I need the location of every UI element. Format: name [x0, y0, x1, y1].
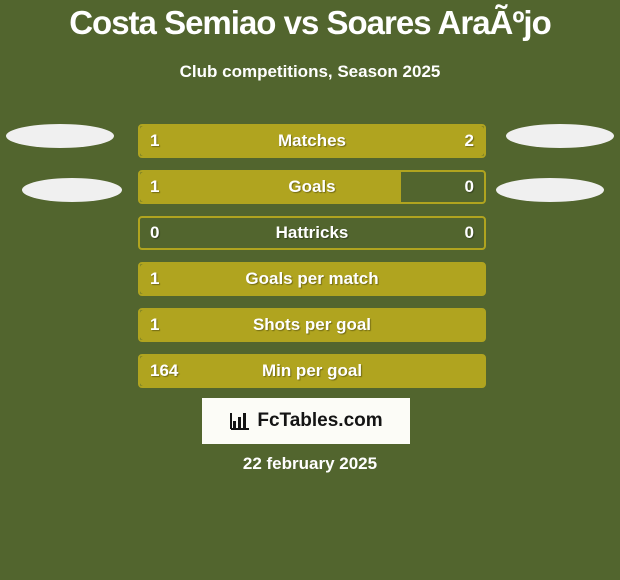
stat-value-right: 0: [465, 172, 474, 202]
page-subtitle: Club competitions, Season 2025: [0, 62, 620, 82]
stat-value-left: 1: [150, 310, 159, 340]
stat-label: Hattricks: [140, 218, 484, 248]
stat-row: Matches1 2: [138, 124, 486, 158]
stat-label: Goals per match: [140, 264, 484, 294]
stat-row: Goals1 0: [138, 170, 486, 204]
avatar-ellipse: [6, 124, 114, 148]
stat-value-left: 1: [150, 172, 159, 202]
stat-value-left: 1: [150, 126, 159, 156]
brand-box: FcTables.com: [202, 398, 410, 444]
stat-value-right: 2: [465, 126, 474, 156]
avatar-ellipse: [22, 178, 122, 202]
stat-row: Shots per goal1: [138, 308, 486, 342]
stat-value-left: 164: [150, 356, 178, 386]
brand-text: FcTables.com: [257, 410, 382, 432]
avatar-ellipse: [506, 124, 614, 148]
stat-row: Goals per match1: [138, 262, 486, 296]
page-title: Costa Semiao vs Soares AraÃºjo: [0, 4, 620, 42]
stat-row: Min per goal164: [138, 354, 486, 388]
stat-value-left: 1: [150, 264, 159, 294]
stat-value-left: 0: [150, 218, 159, 248]
stat-label: Goals: [140, 172, 484, 202]
brand-chart-icon: [229, 411, 251, 431]
avatar-ellipse: [496, 178, 604, 202]
stat-label: Min per goal: [140, 356, 484, 386]
stat-label: Shots per goal: [140, 310, 484, 340]
stat-value-right: 0: [465, 218, 474, 248]
stat-row: Hattricks0 0: [138, 216, 486, 250]
stat-label: Matches: [140, 126, 484, 156]
page-root: Costa Semiao vs Soares AraÃºjo Club comp…: [0, 0, 620, 580]
footer-date: 22 february 2025: [0, 454, 620, 474]
